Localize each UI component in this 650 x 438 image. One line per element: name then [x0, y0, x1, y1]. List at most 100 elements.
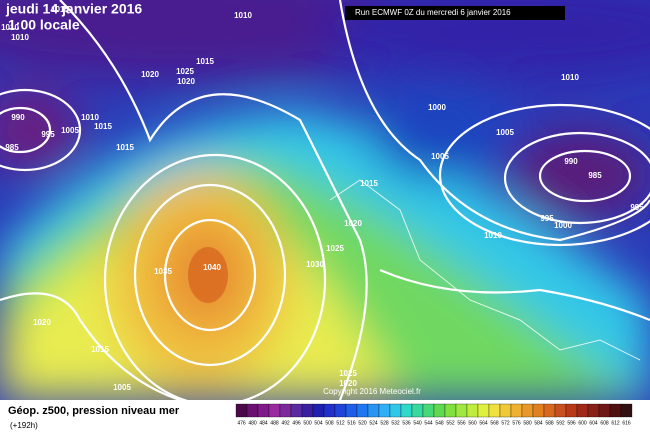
legend-tick: 544: [424, 420, 433, 426]
legend-swatch: [400, 403, 413, 418]
isobar-label: 1005: [61, 126, 79, 135]
legend-swatch: [367, 403, 380, 418]
isobar-label: 1010: [234, 11, 252, 20]
legend-swatch: [620, 403, 633, 418]
isobar-label: 1025: [326, 244, 344, 253]
legend-tick: 540: [413, 420, 422, 426]
legend-tick: 600: [578, 420, 587, 426]
legend-swatch: [565, 403, 578, 418]
legend-tick: 488: [270, 420, 279, 426]
time: 1:00 locale: [8, 17, 80, 33]
legend-swatch: [499, 403, 512, 418]
isobar-label: 1020: [33, 318, 51, 327]
legend-swatch: [543, 403, 556, 418]
legend-tick: 492: [281, 420, 290, 426]
isobar-label: 985: [588, 171, 602, 180]
isobar-label: 1025: [339, 369, 357, 378]
legend-swatch: [598, 403, 611, 418]
legend-swatch: [246, 403, 259, 418]
legend-swatch: [334, 403, 347, 418]
legend-swatch: [235, 403, 248, 418]
legend-swatch: [279, 403, 292, 418]
legend-swatch: [609, 403, 622, 418]
legend-tick: 476: [237, 420, 246, 426]
legend-tick: 596: [567, 420, 576, 426]
isobar-label: 1015: [196, 57, 214, 66]
lead-time: (+192h): [10, 421, 38, 430]
isobar-label: 1010: [484, 231, 502, 240]
legend-swatch: [422, 403, 435, 418]
isobar-label: 1015: [94, 122, 112, 131]
legend-tick: 556: [457, 420, 466, 426]
legend-swatch: [587, 403, 600, 418]
legend-swatch: [510, 403, 523, 418]
copyright: Copyright 2016 Meteociel.fr: [323, 387, 421, 396]
legend-tick: 588: [545, 420, 554, 426]
legend-tick: 536: [402, 420, 411, 426]
legend-tick: 480: [248, 420, 257, 426]
legend-tick: 612: [611, 420, 620, 426]
legend-tick: 496: [292, 420, 301, 426]
isobar-label: 1010: [561, 73, 579, 82]
isobar-label: 1030: [306, 260, 324, 269]
legend-swatch: [477, 403, 490, 418]
legend-swatch: [345, 403, 358, 418]
legend-tick: 528: [380, 420, 389, 426]
isobar-label: 1020: [141, 70, 159, 79]
legend-tick: 500: [303, 420, 312, 426]
isobar-label: 995: [630, 203, 644, 212]
date: jeudi 14 janvier 2016: [5, 1, 142, 17]
isobar-label: 990: [11, 113, 25, 122]
isobar-label: 1020: [339, 379, 357, 388]
isobar-label: 1015: [360, 179, 378, 188]
isobar-label: 1015: [116, 143, 134, 152]
isobars: [0, 0, 650, 400]
legend-swatch: [444, 403, 457, 418]
isobar-label: 990: [564, 157, 578, 166]
legend-tick: 564: [479, 420, 488, 426]
isobar-label: 1000: [554, 221, 572, 230]
legend: 476 480 484 488 492 496 500 504 508 512 516 520 524 5…: [235, 403, 633, 426]
legend-swatch: [488, 403, 501, 418]
legend-tick: 592: [556, 420, 565, 426]
legend-swatch: [389, 403, 402, 418]
legend-tick: 512: [336, 420, 345, 426]
legend-swatch: [433, 403, 446, 418]
legend-swatch: [576, 403, 589, 418]
legend-swatch: [356, 403, 369, 418]
legend-swatch: [378, 403, 391, 418]
legend-swatch: [466, 403, 479, 418]
legend-tick: 576: [512, 420, 521, 426]
isobar-label: 1015: [51, 5, 69, 14]
legend-swatch: [554, 403, 567, 418]
legend-swatch: [323, 403, 336, 418]
legend-tick: 560: [468, 420, 477, 426]
legend-swatch: [257, 403, 270, 418]
legend-swatch: [411, 403, 424, 418]
legend-tick: 584: [534, 420, 543, 426]
legend-swatch: [290, 403, 303, 418]
isobar-label: 1005: [431, 152, 449, 161]
legend-tick: 568: [490, 420, 499, 426]
legend-tick: 616: [622, 420, 631, 426]
isobar-label: 1010: [1, 23, 19, 32]
isobar-label: 985: [5, 143, 19, 152]
legend-tick: 604: [589, 420, 598, 426]
legend-tick: 552: [446, 420, 455, 426]
isobar-label: 995: [540, 214, 554, 223]
isobar-label: 1010: [81, 113, 99, 122]
legend-tick: 532: [391, 420, 400, 426]
isobar-label: 995: [41, 130, 55, 139]
isobar-label: 1010: [11, 33, 29, 42]
isobar-label: 1025: [176, 67, 194, 76]
legend-swatch: [268, 403, 281, 418]
legend-tick: 580: [523, 420, 532, 426]
legend-swatch: [312, 403, 325, 418]
legend-swatch: [301, 403, 314, 418]
legend-swatch: [521, 403, 534, 418]
isobar-label: 1040: [203, 263, 221, 272]
legend-tick: 520: [358, 420, 367, 426]
legend-tick: 508: [325, 420, 334, 426]
